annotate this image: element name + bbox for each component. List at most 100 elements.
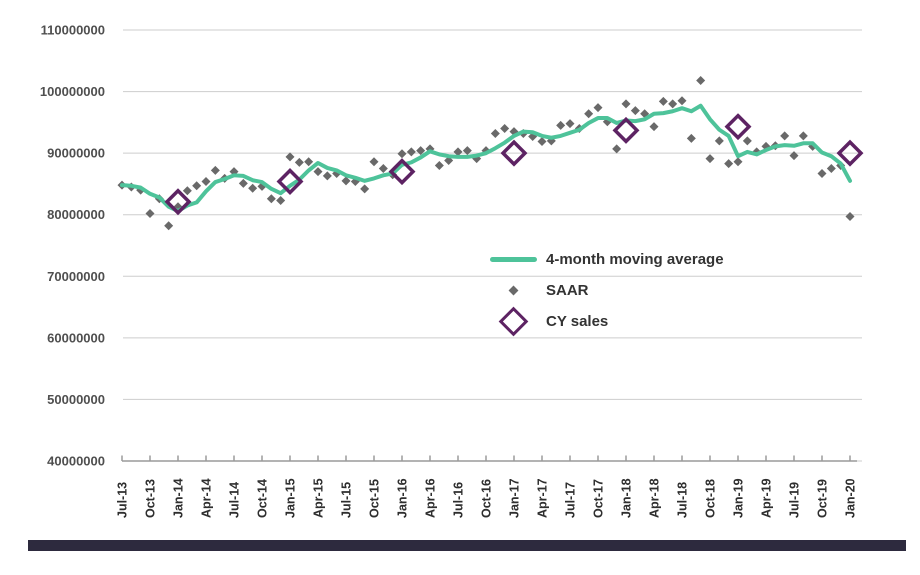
cy-sales-point <box>276 167 304 195</box>
chart-legend: 4-month moving average SAAR CY sales <box>488 244 724 337</box>
y-axis-tick-label: 70000000 <box>47 269 105 284</box>
y-axis-tick-label: 100000000 <box>40 84 105 99</box>
legend-swatch-cell <box>488 257 538 262</box>
saar-point <box>798 131 808 141</box>
x-axis-tick-label: Apr-15 <box>312 478 326 518</box>
x-axis-tick-label: Jan-20 <box>844 478 858 518</box>
legend-row-cy-sales: CY sales <box>488 306 724 337</box>
saar-point <box>733 157 743 167</box>
legend-label-cy-sales: CY sales <box>546 313 609 330</box>
x-axis-tick-label: Oct-13 <box>144 479 158 518</box>
x-axis-tick-label: Jul-15 <box>340 482 354 518</box>
saar-point <box>192 181 202 191</box>
saar-point <box>378 164 388 174</box>
saar-point <box>630 106 640 116</box>
saar-point <box>714 136 724 146</box>
saar-point <box>649 122 659 132</box>
saar-point <box>658 96 668 106</box>
x-axis-tick-label: Apr-18 <box>648 478 662 518</box>
saar-point <box>556 120 566 130</box>
x-axis-tick-label: Jan-18 <box>620 478 634 518</box>
y-axis-tick-label: 80000000 <box>47 207 105 222</box>
x-axis-tick-label: Jul-17 <box>564 482 578 518</box>
saar-point <box>406 147 416 157</box>
saar-point <box>686 133 696 143</box>
cy-sales-point <box>164 188 192 216</box>
legend-swatch-cell <box>488 306 538 337</box>
saar-point <box>584 109 594 119</box>
x-axis-tick-label: Jan-19 <box>732 478 746 518</box>
saar-point <box>266 194 276 204</box>
y-axis-tick-label: 110000000 <box>41 23 105 38</box>
saar-point <box>490 128 500 138</box>
x-axis-tick-label: Jan-16 <box>396 478 410 518</box>
saar-point <box>322 171 332 181</box>
saar-point <box>434 160 444 170</box>
saar-diamond-icon <box>508 285 518 296</box>
moving-average-line-swatch <box>489 257 537 262</box>
x-axis-tick-label: Oct-17 <box>592 479 606 518</box>
saar-point <box>285 152 295 162</box>
saar-point <box>210 165 220 175</box>
saar-point <box>500 124 510 134</box>
saar-point <box>313 167 323 177</box>
legend-label-moving-average: 4-month moving average <box>546 251 724 268</box>
legend-swatch-cell <box>488 285 538 296</box>
saar-point <box>360 184 370 194</box>
x-axis-tick-label: Jan-17 <box>508 478 522 518</box>
saar-point <box>294 157 304 167</box>
saar-point <box>453 147 463 157</box>
saar-point <box>780 131 790 141</box>
cy-sales-diamond-icon <box>498 306 528 337</box>
saar-point <box>164 221 174 231</box>
saar-point <box>276 196 286 206</box>
saar-point <box>789 151 799 161</box>
saar-point <box>248 183 258 193</box>
saar-point <box>593 103 603 113</box>
legend-row-saar: SAAR <box>488 275 724 306</box>
saar-point <box>397 149 407 159</box>
y-axis-tick-label: 90000000 <box>47 146 105 161</box>
saar-point <box>462 146 472 156</box>
y-axis-tick-label: 50000000 <box>47 392 105 407</box>
y-axis-tick-label: 60000000 <box>47 330 105 345</box>
x-axis-tick-label: Oct-16 <box>480 479 494 518</box>
saar-point <box>369 157 379 167</box>
saar-point <box>742 136 752 146</box>
x-axis-tick-label: Jul-18 <box>676 482 690 518</box>
footer-accent-bar <box>28 540 906 551</box>
saar-point <box>537 136 547 146</box>
y-axis-tick-label: 40000000 <box>47 454 105 469</box>
cy-sales-point <box>612 116 640 144</box>
moving-average-line <box>120 103 852 214</box>
saar-point <box>677 96 687 106</box>
saar-point <box>845 212 855 222</box>
saar-point <box>182 186 192 196</box>
x-axis-tick-label: Apr-16 <box>424 478 438 518</box>
legend-label-saar: SAAR <box>546 282 589 299</box>
cy-sales-point <box>724 113 752 141</box>
x-axis-tick-label: Apr-19 <box>760 478 774 518</box>
saar-point <box>145 208 155 218</box>
x-axis-tick-label: Jul-13 <box>116 482 130 518</box>
saar-point <box>621 99 631 109</box>
x-axis-tick-label: Apr-17 <box>536 478 550 518</box>
x-axis-tick-label: Jan-14 <box>172 478 186 518</box>
saar-point <box>304 157 314 167</box>
saar-point <box>612 144 622 154</box>
x-axis-tick-label: Apr-14 <box>200 478 214 518</box>
saar-point <box>696 75 706 85</box>
saar-point <box>565 119 575 129</box>
saar-point <box>238 178 248 188</box>
cy-sales-point <box>388 158 416 186</box>
saar-point <box>817 168 827 178</box>
x-axis-tick-label: Oct-18 <box>704 479 718 518</box>
cy-sales-point <box>500 139 528 167</box>
saar-point <box>416 146 426 156</box>
x-axis-tick-label: Jul-16 <box>452 482 466 518</box>
x-axis-tick-label: Jul-19 <box>788 482 802 518</box>
saar-point <box>201 176 211 186</box>
saar-point <box>341 176 351 186</box>
